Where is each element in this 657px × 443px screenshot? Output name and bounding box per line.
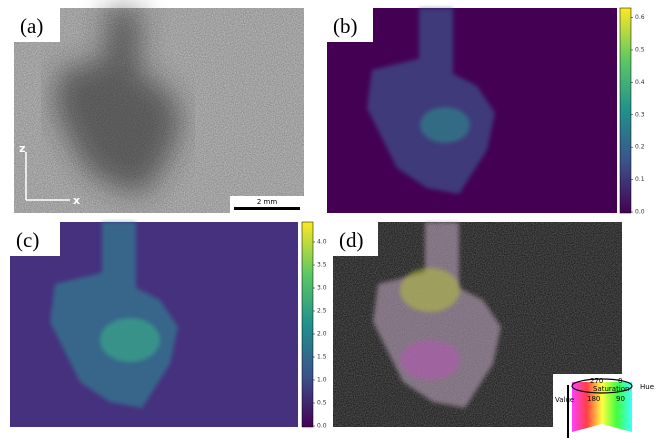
hue-label: 270 <box>590 377 603 385</box>
colorbar-tick-label: 0.0 <box>317 423 327 430</box>
colorbar-tick-label: 0.5 <box>317 400 327 407</box>
figure: (a) z x 2 mm (b) 0.0 0.1 0.2 0.3 0.4 0.5 0.6 (… <box>0 0 657 443</box>
panel-label: (b) <box>333 14 358 38</box>
colorbar-tick-label: 0.6 <box>635 14 645 21</box>
hue-label: 0 <box>618 377 622 385</box>
colorbar-tick-label: 0.0 <box>635 209 645 216</box>
colorbar-tick-label: 1.0 <box>317 377 327 384</box>
colorbar-tick-label: 0.1 <box>635 176 645 183</box>
colorbar-tick-label: 0.4 <box>635 79 645 86</box>
hue-title: Hue <box>640 383 654 391</box>
colorbar: 0.0 0.1 0.2 0.3 0.4 0.5 0.6 <box>631 14 645 215</box>
panel-label: (c) <box>16 228 39 252</box>
colorbar-tick-label: 2.0 <box>317 331 327 338</box>
panel-d: (d) 270 0 180 90 Hue Saturation Value <box>333 222 655 440</box>
colorbar-tick-label: 0.3 <box>635 111 645 118</box>
axis-x: x <box>73 194 80 207</box>
hue-label: 90 <box>616 395 625 403</box>
colorbar-tick-label: 2.5 <box>317 308 327 315</box>
colorbar: 0.0 0.5 1.0 1.5 2.0 2.5 3.0 3.5 4.0 <box>313 239 327 430</box>
colorbar-tick-label: 3.5 <box>317 262 327 269</box>
value-title: Value <box>555 396 574 404</box>
colorbar-tick-label: 0.2 <box>635 144 645 151</box>
scale-bar-label: 2 mm <box>257 198 277 206</box>
panel-c: (c) 0.0 0.5 1.0 1.5 2.0 2.5 3.0 3.5 4.0 <box>10 222 327 430</box>
panel-label: (d) <box>339 228 364 252</box>
colorbar-tick-label: 1.5 <box>317 354 327 361</box>
colorbar-tick-label: 4.0 <box>317 239 327 246</box>
panel-a: (a) z x 2 mm <box>14 8 304 213</box>
panel-b: (b) 0.0 0.1 0.2 0.3 0.4 0.5 0.6 <box>327 8 645 216</box>
axis-z: z <box>19 142 25 155</box>
saturation-title: Saturation <box>593 385 630 393</box>
colorbar-tick-label: 3.0 <box>317 285 327 292</box>
colorbar-tick-label: 0.5 <box>635 47 645 54</box>
color-wheel: 270 0 180 90 Hue Saturation Value <box>553 374 655 440</box>
panel-label: (a) <box>20 14 43 38</box>
hue-label: 180 <box>587 395 600 403</box>
